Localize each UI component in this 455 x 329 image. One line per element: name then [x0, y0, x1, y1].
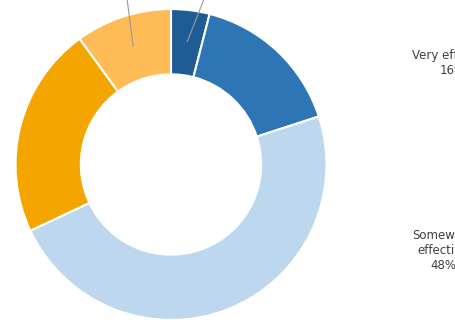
Wedge shape	[30, 116, 326, 320]
Text: Somewhat
effective
48%: Somewhat effective 48%	[411, 229, 455, 271]
Wedge shape	[171, 9, 209, 77]
Wedge shape	[15, 39, 118, 231]
Wedge shape	[193, 14, 318, 137]
Text: Not at all
effective
10%: Not at all effective 10%	[89, 0, 143, 46]
Wedge shape	[80, 9, 171, 91]
Text: Very effective
16%: Very effective 16%	[411, 49, 455, 77]
Text: Extremely
effective
4%: Extremely effective 4%	[187, 0, 266, 41]
